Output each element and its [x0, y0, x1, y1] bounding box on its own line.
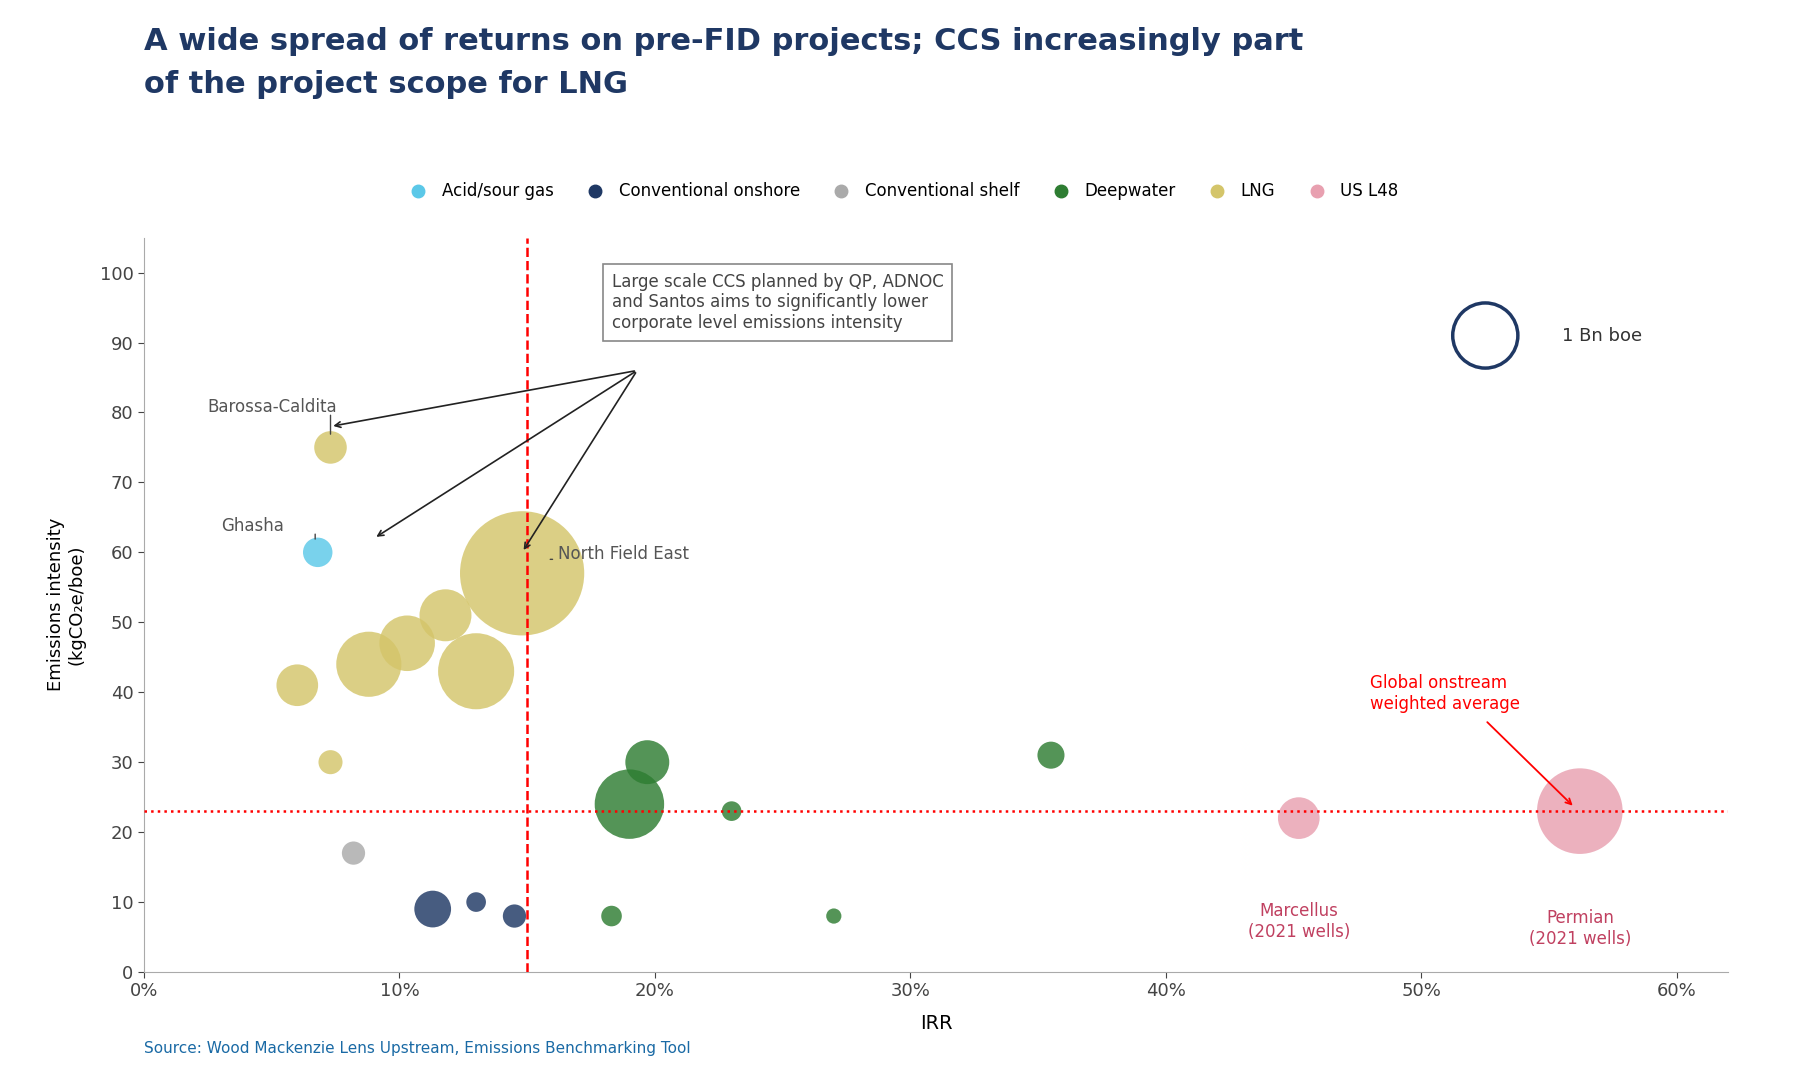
- Point: [338, 845, 367, 862]
- Text: A wide spread of returns on pre-FID projects; CCS increasingly part: A wide spread of returns on pre-FID proj…: [144, 27, 1303, 56]
- Text: Large scale CCS planned by QP, ADNOC
and Santos aims to significantly lower
corp: Large scale CCS planned by QP, ADNOC and…: [612, 272, 943, 333]
- Text: Barossa-Caldita: Barossa-Caldita: [207, 399, 337, 417]
- Point: [1285, 810, 1314, 827]
- Point: [463, 663, 491, 680]
- Point: [1471, 327, 1499, 345]
- Point: [430, 607, 459, 624]
- Point: [283, 676, 311, 693]
- Point: [317, 438, 346, 456]
- Point: [355, 656, 383, 673]
- Point: [819, 907, 848, 924]
- Point: [508, 565, 536, 582]
- Point: [317, 754, 346, 771]
- Text: Global onstream
weighted average: Global onstream weighted average: [1370, 674, 1521, 713]
- Text: of the project scope for LNG: of the project scope for LNG: [144, 70, 628, 99]
- X-axis label: IRR: IRR: [920, 1014, 952, 1034]
- Point: [1037, 746, 1066, 764]
- Text: 1 Bn boe: 1 Bn boe: [1562, 326, 1642, 345]
- Text: Ghasha: Ghasha: [221, 517, 284, 536]
- Text: Permian
(2021 wells): Permian (2021 wells): [1528, 909, 1631, 948]
- Text: North Field East: North Field East: [558, 545, 689, 564]
- Point: [634, 754, 662, 771]
- Point: [616, 796, 644, 813]
- Text: Source: Wood Mackenzie Lens Upstream, Emissions Benchmarking Tool: Source: Wood Mackenzie Lens Upstream, Em…: [144, 1041, 691, 1056]
- Point: [500, 907, 529, 924]
- Point: [392, 635, 421, 652]
- Point: [716, 802, 745, 820]
- Y-axis label: Emissions intensity
(kgCO₂e/boe): Emissions intensity (kgCO₂e/boe): [47, 518, 86, 691]
- Point: [418, 901, 446, 918]
- Text: Marcellus
(2021 wells): Marcellus (2021 wells): [1247, 902, 1350, 941]
- Point: [598, 907, 626, 924]
- Legend: Acid/sour gas, Conventional onshore, Conventional shelf, Deepwater, LNG, US L48: Acid/sour gas, Conventional onshore, Con…: [394, 176, 1406, 207]
- Point: [304, 543, 333, 561]
- Point: [463, 893, 491, 910]
- Point: [1566, 802, 1595, 820]
